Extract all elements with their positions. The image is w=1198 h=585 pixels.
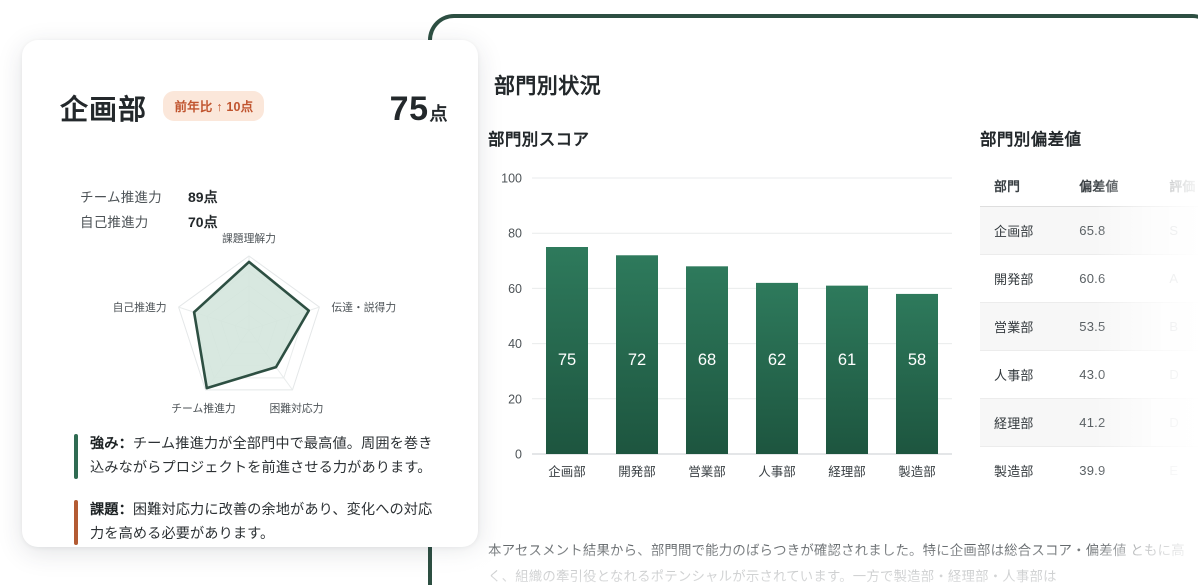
department-score-bar-chart: 0 20 40 60 80 100 75 企画部 72 開発部 68 営業部 62 人事部 61 経理部 58 製…	[488, 168, 958, 498]
year-over-year-badge: 前年比 ↑ 10点	[163, 90, 265, 121]
svg-text:40: 40	[508, 337, 522, 351]
svg-text:0: 0	[515, 448, 522, 462]
insight-notes: 強み：チーム推進力が全部門中で最高値。周囲を巻き込みながらプロジェクトを前進させ…	[74, 432, 444, 547]
dept-cell: 開発部	[980, 254, 1070, 303]
summary-line-1: 本アセスメント結果から、部門間で能力のばらつきが確認されました。特に企画部は総合…	[488, 543, 1127, 558]
stat-value: 89点	[188, 189, 218, 205]
deviation-table-title: 部門別偏差値	[980, 131, 1082, 149]
grade-cell: D	[1151, 398, 1198, 447]
deviation-cell: 41.2	[1069, 398, 1152, 447]
grade-cell: D	[1151, 350, 1198, 399]
grade-cell: A	[1151, 254, 1198, 303]
page-title: 部門別状況	[494, 75, 601, 98]
department-status-panel: 部門別状況 部門別スコア 0 20 40 60 80 100 75 企画部 72 開発部 68 営業部…	[428, 14, 1198, 585]
svg-text:製造部: 製造部	[898, 464, 936, 479]
dept-cell: 製造部	[980, 446, 1070, 494]
svg-text:課題理解力: 課題理解力	[222, 232, 276, 245]
total-score-value: 75	[389, 90, 429, 128]
summary-paragraph: 本アセスメント結果から、部門間で能力のばらつきが確認されました。特に企画部は総合…	[488, 538, 1188, 585]
deviation-table: 部門 偏差値 評価 企画部 65.8 S 開発部 60.6 A 営業部 53.5 B 人事部 43.…	[980, 170, 1198, 494]
competency-radar-chart: 課題理解力伝達・説得力困難対応力 チーム推進力 自己推進力	[84, 232, 414, 428]
svg-text:伝達・説得力: 伝達・説得力	[331, 300, 396, 314]
table-row[interactable]: 営業部 53.5 B	[980, 302, 1198, 351]
table-header-row: 部門 偏差値 評価	[980, 170, 1198, 207]
total-score: 75点	[390, 90, 448, 129]
svg-text:営業部: 営業部	[688, 464, 726, 479]
table-row[interactable]: 製造部 39.9 E	[980, 446, 1198, 494]
issue-heading: 課題：	[90, 501, 133, 518]
svg-text:チーム推進力: チーム推進力	[171, 401, 235, 415]
total-score-unit: 点	[429, 104, 448, 124]
stat-label: 自己推進力	[80, 215, 149, 230]
column-header-dept: 部門	[994, 179, 1021, 194]
strength-note: 強み：チーム推進力が全部門中で最高値。周囲を巻き込みながらプロジェクトを前進させ…	[74, 432, 444, 481]
svg-text:困難対応力: 困難対応力	[270, 401, 324, 415]
deviation-cell: 39.9	[1069, 446, 1152, 494]
strength-body: チーム推進力が全部門中で最高値。周囲を巻き込みながらプロジェクトを前進させる力が…	[90, 436, 433, 477]
svg-text:自己推進力: 自己推進力	[113, 300, 167, 314]
stat-row: チーム推進力 89点	[80, 186, 218, 207]
column-header-deviation: 偏差値	[1079, 179, 1119, 194]
stat-list: チーム推進力 89点 自己推進力 70点	[80, 186, 218, 236]
table-row[interactable]: 経理部 41.2 D	[980, 398, 1198, 447]
bar-chart-svg: 0 20 40 60 80 100 75 企画部 72 開発部 68 営業部 62 人事部 61 経理部 58 製…	[501, 172, 952, 479]
stat-row: 自己推進力 70点	[80, 211, 218, 232]
svg-text:80: 80	[508, 227, 522, 241]
grade-cell: S	[1151, 206, 1198, 255]
deviation-cell: 65.8	[1069, 206, 1152, 255]
deviation-cell: 43.0	[1069, 350, 1152, 399]
dept-cell: 人事部	[980, 350, 1070, 399]
svg-text:経理部: 経理部	[828, 464, 866, 479]
svg-text:企画部: 企画部	[548, 464, 586, 479]
strength-heading: 強み：	[90, 436, 133, 452]
svg-text:72: 72	[628, 351, 646, 369]
svg-text:62: 62	[768, 351, 786, 369]
grade-cell: E	[1151, 446, 1198, 494]
svg-text:58: 58	[908, 351, 926, 369]
dept-cell: 企画部	[980, 206, 1070, 255]
grade-cell: B	[1151, 302, 1198, 351]
deviation-table-section: 部門別偏差値 部門 偏差値 評価 企画部 65.8 S 開発部 60.6 A 営業部 53.5…	[980, 126, 1198, 494]
bar-chart-section: 部門別スコア 0 20 40 60 80 100 75 企画部 72 開発部 68 営業部 62 人事部 6…	[488, 126, 958, 498]
svg-text:開発部: 開発部	[618, 464, 656, 479]
svg-text:100: 100	[501, 172, 522, 186]
stat-label: チーム推進力	[80, 190, 162, 205]
svg-text:人事部: 人事部	[758, 464, 796, 479]
table-row[interactable]: 企画部 65.8 S	[980, 206, 1198, 255]
dept-cell: 営業部	[980, 302, 1070, 351]
issue-body: 困難対応力に改善の余地があり、変化への対応力を高める必要があります。	[90, 501, 433, 543]
svg-text:75: 75	[558, 351, 576, 369]
issue-note: 課題：困難対応力に改善の余地があり、変化への対応力を高める必要があります。	[74, 498, 444, 547]
table-row[interactable]: 開発部 60.6 A	[980, 254, 1198, 303]
deviation-cell: 53.5	[1069, 302, 1152, 351]
column-header-grade: 評価	[1169, 179, 1196, 194]
department-summary-card: 企画部 前年比 ↑ 10点 75点 チーム推進力 89点 自己推進力 70点 課…	[22, 40, 478, 547]
svg-text:20: 20	[508, 392, 522, 406]
table-row[interactable]: 人事部 43.0 D	[980, 350, 1198, 399]
bar-chart-title: 部門別スコア	[488, 131, 590, 149]
svg-text:68: 68	[698, 351, 716, 369]
department-name: 企画部	[60, 94, 148, 125]
svg-text:60: 60	[508, 282, 522, 296]
dept-cell: 経理部	[980, 398, 1070, 447]
deviation-cell: 60.6	[1069, 254, 1152, 303]
card-header: 企画部 前年比 ↑ 10点 75点	[60, 88, 448, 134]
stat-value: 70点	[188, 214, 218, 230]
svg-text:61: 61	[838, 351, 856, 369]
